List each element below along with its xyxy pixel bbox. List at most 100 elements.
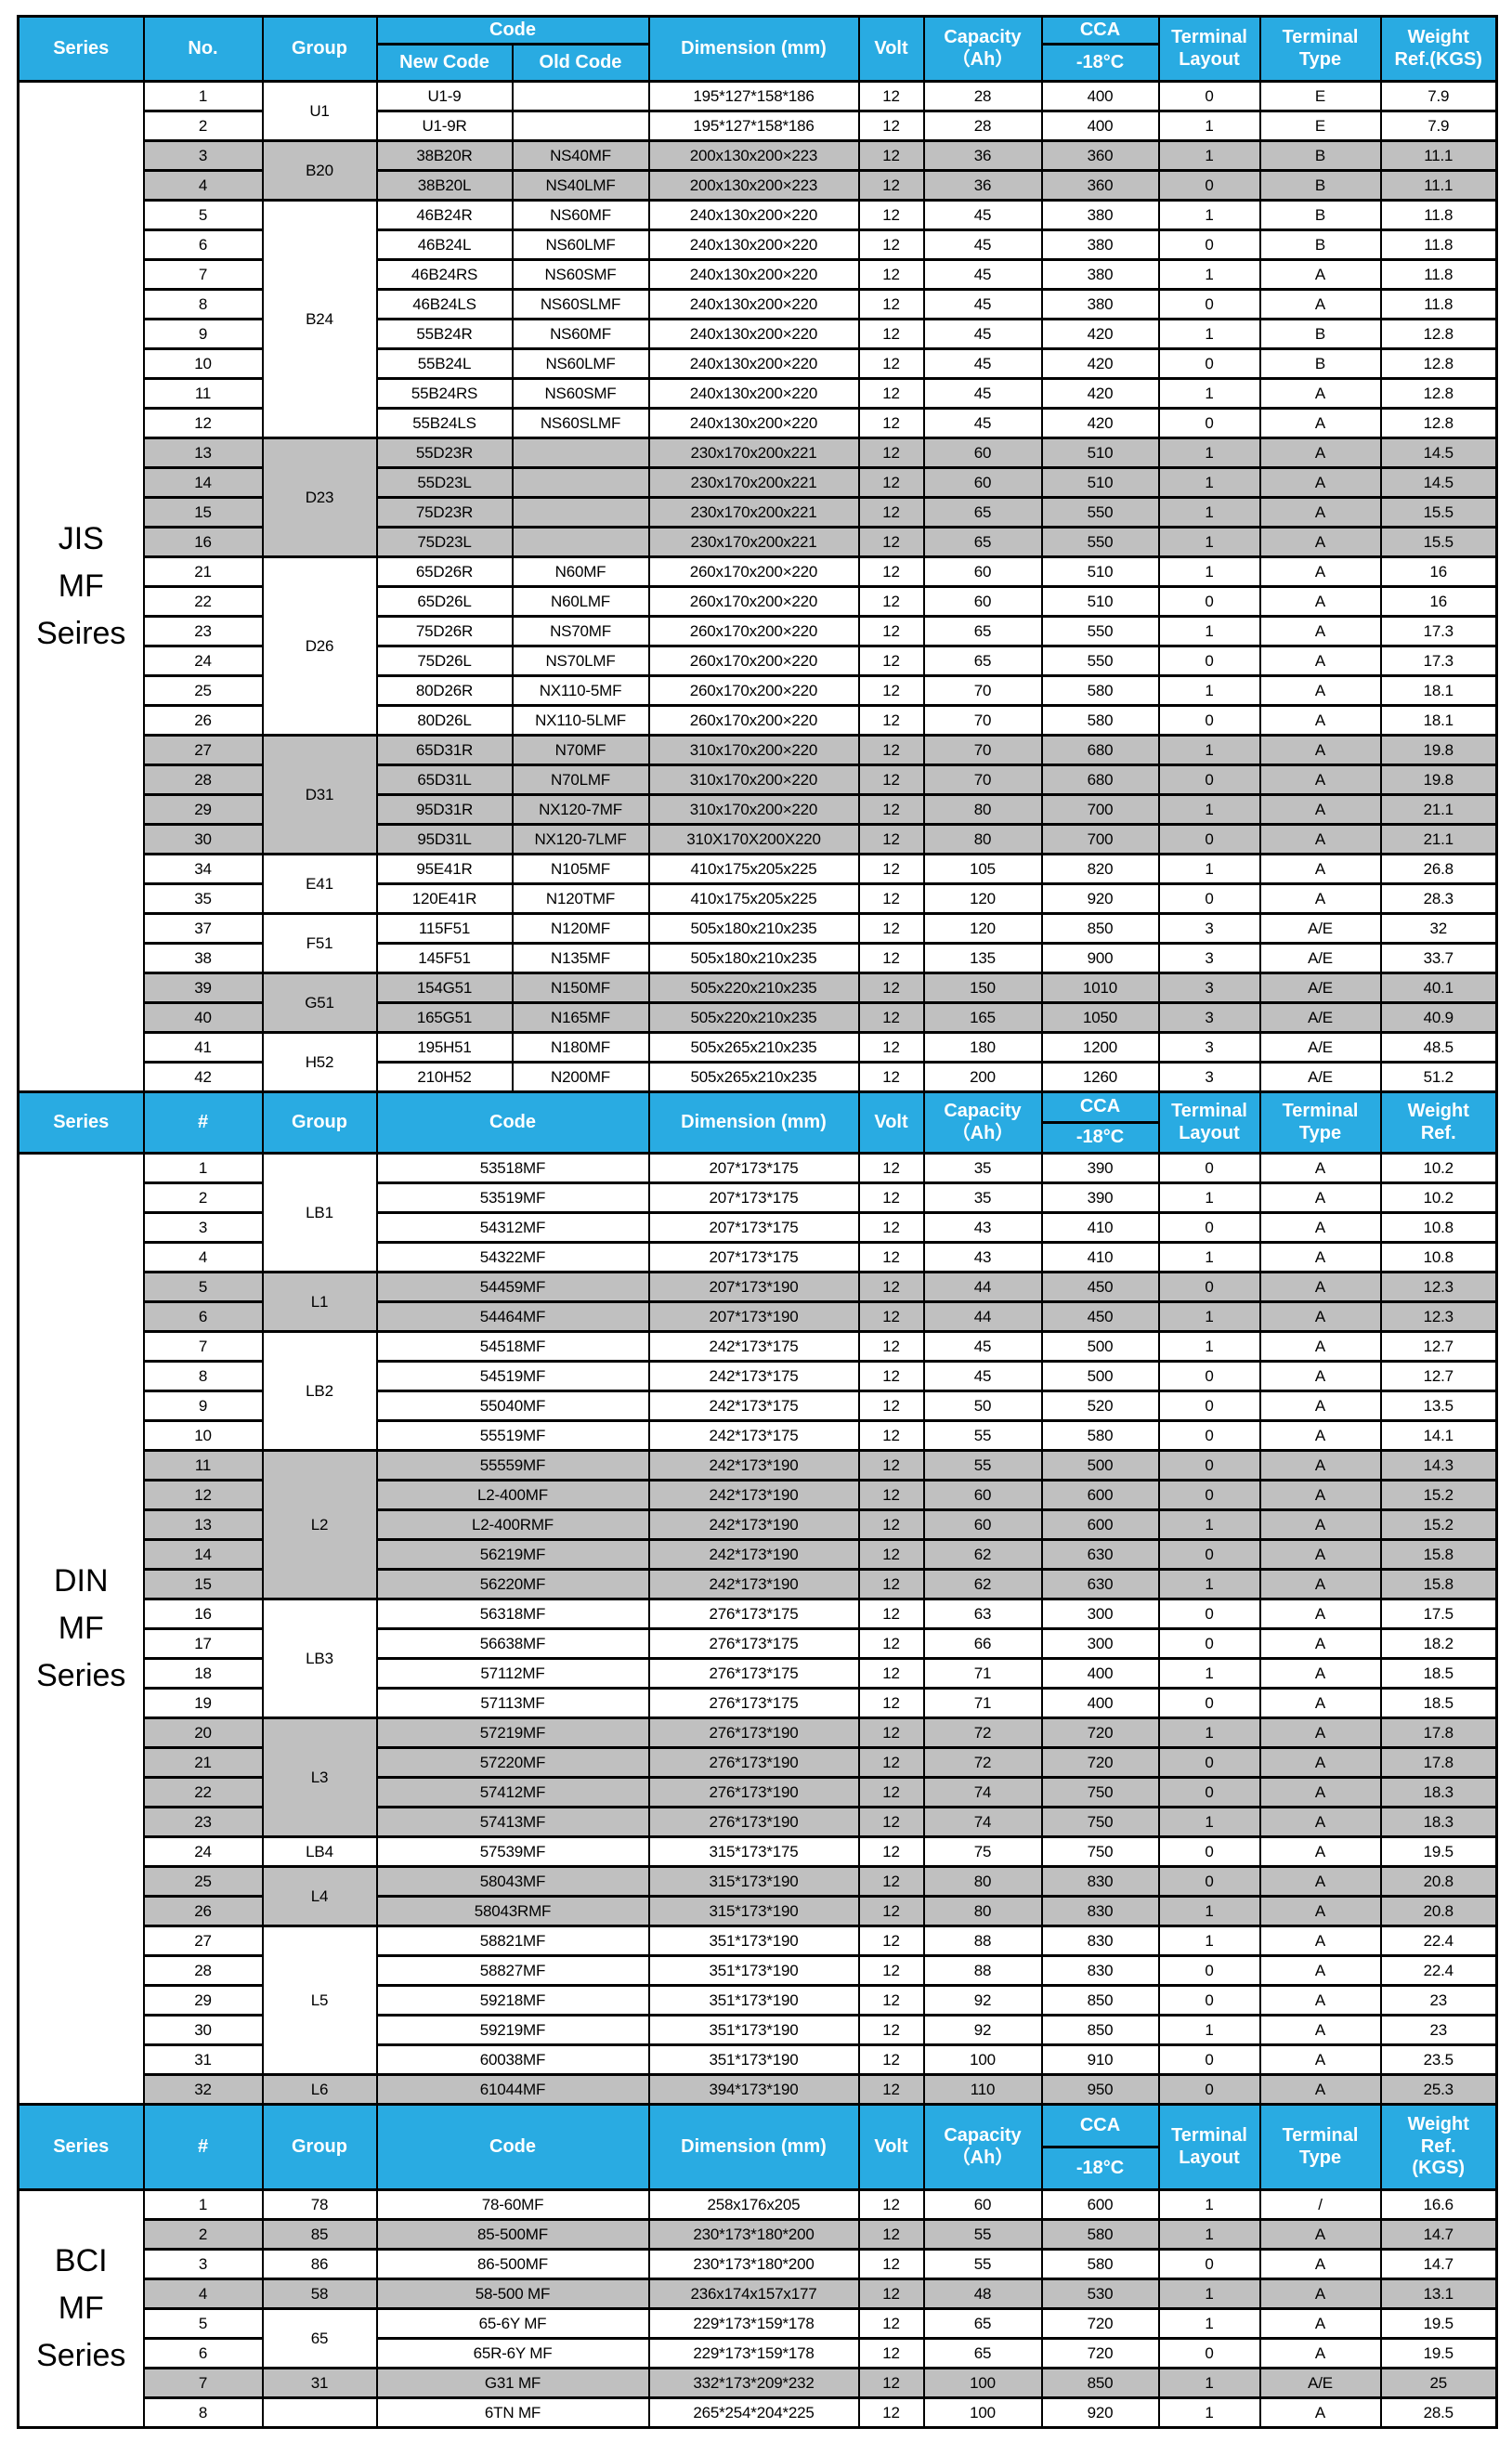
cell-weight: 16 [1379, 585, 1498, 618]
cell-volt: 12 [857, 734, 925, 766]
cell-capacity: 62 [922, 1568, 1043, 1600]
cell-no: 16 [142, 1598, 264, 1630]
cell-volt: 12 [857, 1835, 925, 1868]
cell-code: 61044MF [375, 2073, 650, 2106]
cell-new-code: 145F51 [375, 942, 514, 974]
cell-terminal-type: A [1258, 1568, 1382, 1600]
cell-dimension: 315*173*175 [647, 1835, 860, 1868]
cell-terminal-type: A [1258, 1657, 1382, 1690]
cell-group [261, 2396, 378, 2429]
cell-dimension: 260x170x200×220 [647, 674, 860, 707]
cell-group: L3 [261, 1716, 378, 1838]
cell-terminal-type: A [1258, 734, 1382, 766]
cell-cca: 850 [1040, 912, 1160, 945]
cell-no: 27 [142, 1925, 264, 1957]
cell-cca: 520 [1040, 1390, 1160, 1422]
cell-terminal-type: A [1258, 1479, 1382, 1511]
cell-terminal-type: A/E [1258, 2367, 1382, 2399]
cell-weight: 23 [1379, 2014, 1498, 2046]
cell-weight: 10.2 [1379, 1152, 1498, 1184]
cell-dimension: 310x170x200×220 [647, 793, 860, 826]
cell-weight: 33.7 [1379, 942, 1498, 974]
table-row: 3 54312MF 207*173*175 12 43 410 0 A 10.8 [19, 1211, 1498, 1244]
cell-capacity: 100 [922, 2367, 1043, 2399]
cell-volt: 12 [857, 2248, 925, 2280]
cell-terminal-type: A/E [1258, 1061, 1382, 1093]
cell-volt: 12 [857, 526, 925, 558]
cell-terminal-layout: 1 [1157, 318, 1261, 350]
header-volt: Volt [857, 15, 925, 83]
cell-terminal-type: A [1258, 1716, 1382, 1749]
cell-dimension: 207*173*175 [647, 1241, 860, 1273]
cell-terminal-layout: 0 [1157, 407, 1261, 439]
cell-code: 58-500 MF [375, 2278, 650, 2310]
cell-terminal-layout: 1 [1157, 2396, 1261, 2429]
cell-terminal-layout: 1 [1157, 2367, 1261, 2399]
cell-volt: 12 [857, 882, 925, 915]
cell-old-code: NS70MF [511, 615, 650, 647]
cell-cca: 720 [1040, 1746, 1160, 1779]
cell-weight: 15.8 [1379, 1538, 1498, 1571]
cell-old-code: NS40MF [511, 139, 650, 172]
cell-weight: 18.2 [1379, 1627, 1498, 1660]
cell-no: 22 [142, 585, 264, 618]
cell-terminal-type: A [1258, 2278, 1382, 2310]
table-row: 4 58 58-500 MF 236x174x157x177 12 48 530 1 A 13.1 [19, 2278, 1498, 2310]
table-row: 23 57413MF 276*173*190 12 74 750 1 A 18.3 [19, 1806, 1498, 1838]
cell-old-code [511, 437, 650, 469]
cell-dimension: 276*173*190 [647, 1716, 860, 1749]
cell-group: LB2 [261, 1330, 378, 1452]
cell-cca: 830 [1040, 1954, 1160, 1987]
cell-capacity: 71 [922, 1687, 1043, 1719]
table-row: 10 55B24L NS60LMF 240x130x200×220 12 45 420 0 B 1… [19, 347, 1498, 380]
header-terminal-type: Terminal Type [1258, 2103, 1382, 2191]
cell-capacity: 75 [922, 1835, 1043, 1868]
cell-capacity: 100 [922, 2396, 1043, 2429]
table-row: 10 55519MF 242*173*175 12 55 580 0 A 14.1 [19, 1419, 1498, 1452]
cell-no: 25 [142, 1865, 264, 1898]
cell-terminal-layout: 0 [1157, 228, 1261, 261]
cell-terminal-layout: 1 [1157, 2014, 1261, 2046]
header-temp: -18°C [1040, 43, 1160, 83]
cell-dimension: 195*127*158*186 [647, 80, 860, 112]
cell-group: D23 [261, 437, 378, 558]
cell-new-code: 38B20R [375, 139, 514, 172]
cell-no: 29 [142, 1984, 264, 2017]
cell-dimension: 276*173*175 [647, 1598, 860, 1630]
cell-weight: 12.8 [1379, 377, 1498, 410]
cell-old-code: NS60LMF [511, 347, 650, 380]
cell-dimension: 265*254*204*225 [647, 2396, 860, 2429]
cell-volt: 12 [857, 258, 925, 291]
cell-terminal-layout: 1 [1157, 555, 1261, 588]
cell-new-code: 80D26L [375, 704, 514, 737]
cell-terminal-type: A [1258, 1271, 1382, 1303]
cell-old-code: N70MF [511, 734, 650, 766]
cell-dimension: 505x180x210x235 [647, 912, 860, 945]
cell-group: D26 [261, 555, 378, 737]
cell-dimension: 260x170x200×220 [647, 615, 860, 647]
cell-weight: 22.4 [1379, 1925, 1498, 1957]
cell-cca: 850 [1040, 2014, 1160, 2046]
cell-weight: 20.8 [1379, 1865, 1498, 1898]
cell-cca: 720 [1040, 2307, 1160, 2340]
cell-code: 53519MF [375, 1181, 650, 1214]
cell-volt: 12 [857, 2367, 925, 2399]
header-no: No. [142, 15, 264, 83]
cell-dimension: 207*173*190 [647, 1300, 860, 1333]
cell-terminal-type: A [1258, 1390, 1382, 1422]
cell-volt: 12 [857, 2188, 925, 2221]
cell-new-code: U1-9R [375, 110, 514, 142]
cell-new-code: 165G51 [375, 1001, 514, 1034]
cell-new-code: 154G51 [375, 972, 514, 1004]
cell-cca: 510 [1040, 466, 1160, 499]
cell-code: 57113MF [375, 1687, 650, 1719]
table-row: 16 LB3 56318MF 276*173*175 12 63 300 0 A 17.5 [19, 1598, 1498, 1719]
cell-no: 1 [142, 1152, 264, 1184]
table-row: 42 210H52 N200MF 505x265x210x235 12 200 1260 3 A… [19, 1061, 1498, 1093]
cell-terminal-layout: 1 [1157, 2188, 1261, 2221]
header-terminal-type: Terminal Type [1258, 1090, 1382, 1155]
cell-dimension: 315*173*190 [647, 1895, 860, 1927]
cell-no: 21 [142, 555, 264, 588]
cell-capacity: 92 [922, 2014, 1043, 2046]
cell-weight: 19.5 [1379, 1835, 1498, 1868]
